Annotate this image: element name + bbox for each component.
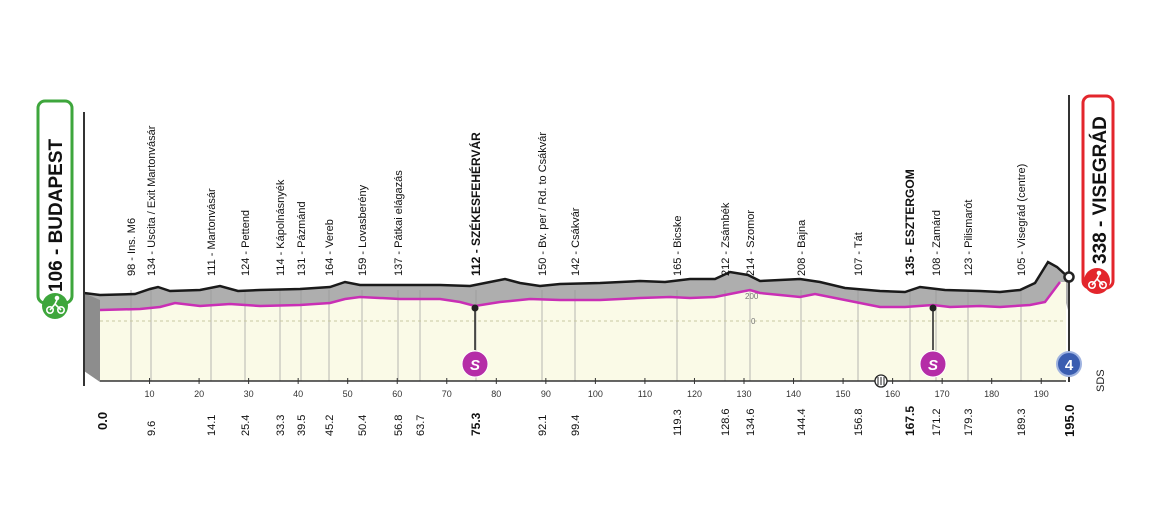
waypoint-km: 167.5: [903, 406, 917, 436]
kom-label-text: SDS: [1095, 369, 1107, 392]
waypoint-km: 45.2: [324, 415, 336, 436]
waypoint-km: 128.6: [720, 408, 732, 436]
kom-category: 4: [1065, 357, 1074, 374]
cyclist-icon: [1088, 270, 1108, 289]
axis-tick-label: 170: [935, 389, 950, 399]
waypoint-name: 134 - Uscita / Exit Martonvásár: [146, 125, 158, 276]
axis-tick-label: 160: [885, 389, 900, 399]
finish-badge: 338 - VISEGRÁD: [1081, 94, 1115, 294]
waypoint-name: 107 - Tát: [853, 232, 865, 276]
axis-tick-label: 90: [541, 389, 551, 399]
waypoint-km: 63.7: [415, 415, 427, 436]
waypoint-km: 33.3: [275, 415, 287, 436]
waypoint-km: 50.4: [357, 415, 369, 436]
axis-tick-label: 10: [145, 389, 155, 399]
waypoint-name: 214 - Szomor: [745, 210, 757, 276]
waypoint-name: 131 - Pázmánd: [296, 201, 308, 276]
km-end-label: 195.0: [1062, 404, 1077, 437]
axis-tick-label: 50: [343, 389, 353, 399]
waypoint-km: 99.4: [570, 415, 582, 436]
axis-tick-label: 30: [244, 389, 254, 399]
waypoint-km: 9.6: [146, 421, 158, 436]
axis-tick-label: 60: [392, 389, 402, 399]
altitude-label-0: 0: [751, 317, 756, 326]
km-start-label: 0.0: [95, 412, 110, 430]
waypoint-name: 142 - Csákvár: [570, 207, 582, 276]
waypoint-km: 92.1: [537, 415, 549, 436]
waypoint-km: 14.1: [206, 415, 218, 436]
elevation-profile-body: [100, 282, 1066, 381]
axis-tick-label: 70: [442, 389, 452, 399]
waypoint-name: 164 - Vereb: [324, 219, 336, 276]
finish-town-label: 338 - VISEGRÁD: [1089, 116, 1111, 264]
axis-tick-label: 190: [1034, 389, 1049, 399]
waypoint-name: 135 - ESZTERGOM: [903, 169, 917, 276]
start-badge: 106 - BUDAPEST: [36, 99, 74, 319]
waypoint-km: 179.3: [963, 408, 975, 436]
waypoint-km: 25.4: [240, 415, 252, 436]
finish-point: [1063, 271, 1075, 283]
axis-tick-label: 40: [293, 389, 303, 399]
axis-tick-label: 130: [736, 389, 751, 399]
sprint-symbol: S: [470, 357, 480, 374]
sprint-symbol: S: [928, 357, 938, 374]
axis-tick-label: 100: [588, 389, 603, 399]
axis-tick-label: 150: [836, 389, 851, 399]
start-town-label: 106 - BUDAPEST: [46, 139, 67, 292]
waypoint-name: 105 - Visegrád (centre): [1016, 164, 1028, 276]
waypoint-name: 137 - Pátkai elágazás: [393, 170, 405, 276]
kom-icon: [1056, 351, 1082, 377]
waypoint-km: 144.4: [796, 408, 808, 436]
intermediate-sprint-szekesfehervar: S: [461, 304, 489, 378]
elevation-profile-band: [84, 262, 1068, 310]
waypoint-name: 150 - Bv. per / Rd. to Csákvár: [537, 132, 549, 276]
waypoint-km: 39.5: [296, 415, 308, 436]
waypoint-km-labels: 9.6 14.1 25.4 33.3 39.5 45.2 50.4 56.8 63.7 75.3 9…: [146, 406, 1028, 436]
waypoint-name: 208 - Bajna: [796, 219, 808, 276]
feed-zone-icon: [874, 374, 888, 388]
profile-side-face: [84, 293, 100, 382]
intermediate-sprint-esztergom: S: [919, 304, 947, 378]
waypoint-km: 119.3: [672, 409, 684, 436]
waypoint-name: 124 - Pettend: [240, 210, 252, 276]
waypoint-km: 56.8: [393, 415, 405, 436]
waypoint-km: 75.3: [469, 412, 483, 436]
waypoint-name: 212 - Zsámbék: [720, 202, 732, 276]
kom-category-marker: 4 SDS: [1056, 351, 1107, 392]
waypoint-name: 111 - Martonvásár: [206, 188, 218, 276]
axis-tick-label: 110: [638, 389, 652, 399]
waypoint-name: 112 - SZÉKESFEHÉRVÁR: [468, 132, 483, 276]
waypoint-name: 159 - Lovasberény: [357, 184, 369, 276]
waypoint-name: 108 - Zamárd: [931, 210, 943, 276]
waypoint-km: 189.3: [1016, 408, 1028, 436]
axis-tick-label: 120: [687, 389, 702, 399]
waypoint-name: 165 - Bicske: [672, 215, 684, 276]
axis-tick-label: 20: [194, 389, 204, 399]
road-profile-line: [99, 281, 1061, 312]
axis-tick-label: 80: [491, 389, 501, 399]
waypoint-km: 134.6: [745, 408, 757, 436]
waypoint-name: 114 - Kápolnásnyék: [275, 179, 287, 276]
sprint-icon: [461, 350, 489, 378]
waypoint-km: 171.2: [931, 408, 943, 436]
cyclist-icon: [45, 295, 65, 314]
waypoint-name: 123 - Pilismarót: [963, 200, 975, 276]
elevation-top-line: [83, 260, 1069, 297]
waypoint-name-labels: 98 - Ins. M6 134 - Uscita / Exit Martonvá…: [126, 125, 1028, 276]
axis-tick-label: 140: [786, 389, 801, 399]
axis-tick-label: 180: [984, 389, 999, 399]
sprint-icon: [919, 350, 947, 378]
waypoint-km: 156.8: [853, 408, 865, 436]
altitude-label-200: 200: [745, 292, 759, 301]
waypoint-name: 98 - Ins. M6: [126, 218, 138, 276]
km-axis-ticks: 10 20 30 40 50 60 70 80 90 100 110 120 130 140 150 160 1…: [145, 378, 1049, 399]
